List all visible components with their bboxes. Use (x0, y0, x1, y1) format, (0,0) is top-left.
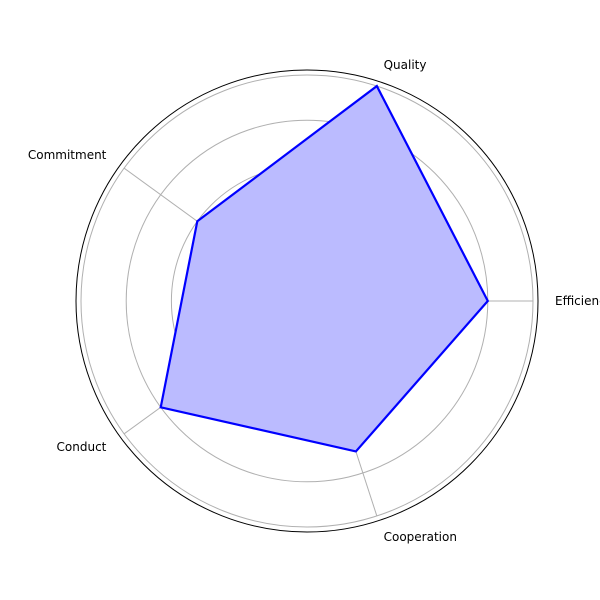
axis-label-conduct: Conduct (57, 440, 107, 454)
series-line (159, 84, 490, 453)
polar-spine (75, 69, 539, 533)
axis-label-efficiency: Efficiency (555, 294, 600, 308)
axis-label-quality: Quality (384, 58, 427, 72)
radar-series (159, 84, 490, 453)
series-fill (160, 86, 488, 452)
axis-labels: Efficiency Quality Commitment Conduct Cooper… (28, 58, 600, 544)
axis-label-commitment: Commitment (28, 148, 107, 162)
axis-label-cooperation: Cooperation (384, 530, 457, 544)
